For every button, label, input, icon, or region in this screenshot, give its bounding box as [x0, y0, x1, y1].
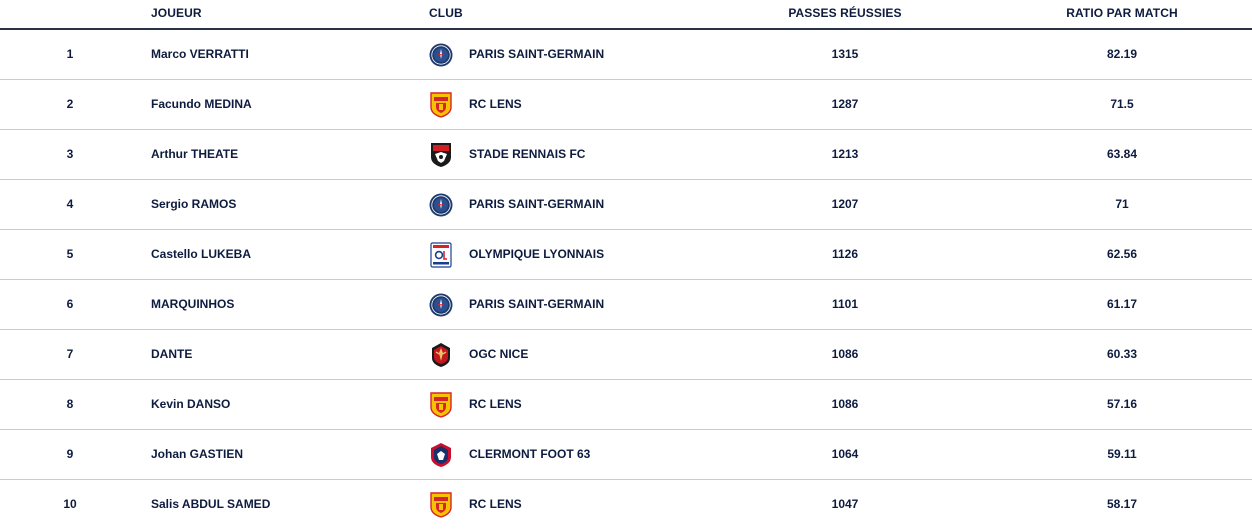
table-row[interactable]: 1 Marco VERRATTI PARIS SAINT-GERMAIN 131…: [0, 30, 1252, 80]
psg-crest-icon: [428, 280, 454, 329]
table-row[interactable]: 7 DANTE OGC NICE 1086 60.33: [0, 330, 1252, 380]
ogc-nice-crest-icon: [428, 330, 454, 379]
table-row[interactable]: 10 Salis ABDUL SAMED RC LENS 1047 58.17: [0, 480, 1252, 530]
rc-lens-crest-icon: [428, 380, 454, 429]
rank-cell: 6: [66, 297, 74, 311]
player-name-link[interactable]: Kevin DANSO: [151, 397, 231, 411]
club-name-link[interactable]: RC LENS: [469, 97, 522, 111]
rank-cell: 10: [63, 497, 77, 511]
club-name-link[interactable]: PARIS SAINT-GERMAIN: [469, 197, 605, 211]
ratio-cell: 59.11: [1107, 447, 1137, 461]
olympique-lyonnais-crest-icon: [428, 230, 454, 279]
column-header-ratio[interactable]: RATIO PAR MATCH: [1066, 6, 1178, 20]
ratio-cell: 62.56: [1106, 247, 1138, 261]
passes-cell: 1064: [831, 447, 859, 461]
table-row[interactable]: 3 Arthur THEATE STADE RENNAIS FC 1213 63…: [0, 130, 1252, 180]
clermont-foot-crest-icon: [428, 430, 454, 479]
column-header-passes[interactable]: PASSES RÉUSSIES: [788, 6, 902, 20]
passes-cell: 1101: [831, 297, 859, 311]
player-name-link[interactable]: Johan GASTIEN: [151, 447, 244, 461]
ratio-cell: 71: [1115, 197, 1129, 211]
rank-cell: 2: [66, 97, 74, 111]
table-row[interactable]: 4 Sergio RAMOS PARIS SAINT-GERMAIN 1207 …: [0, 180, 1252, 230]
column-header-club[interactable]: CLUB: [429, 6, 463, 20]
rc-lens-crest-icon: [428, 480, 454, 529]
passes-cell: 1315: [831, 47, 859, 61]
passes-cell: 1047: [831, 497, 859, 511]
ratio-cell: 82.19: [1106, 47, 1138, 61]
table-row[interactable]: 5 Castello LUKEBA OLYMPIQUE LYONNAIS 112…: [0, 230, 1252, 280]
ratio-cell: 60.33: [1106, 347, 1138, 361]
passes-cell: 1213: [831, 147, 859, 161]
ratio-cell: 61.17: [1106, 297, 1138, 311]
rank-cell: 5: [66, 247, 74, 261]
club-name-link[interactable]: OGC NICE: [469, 347, 529, 361]
table-row[interactable]: 6 MARQUINHOS PARIS SAINT-GERMAIN 1101 61…: [0, 280, 1252, 330]
table-header: JOUEUR CLUB PASSES RÉUSSIES RATIO PAR MA…: [0, 0, 1252, 30]
club-name-link[interactable]: STADE RENNAIS FC: [469, 147, 586, 161]
passes-cell: 1207: [831, 197, 859, 211]
player-name-link[interactable]: Castello LUKEBA: [151, 247, 252, 261]
psg-crest-icon: [428, 30, 454, 79]
club-name-link[interactable]: OLYMPIQUE LYONNAIS: [469, 247, 605, 261]
psg-crest-icon: [428, 180, 454, 229]
rank-cell: 9: [66, 447, 74, 461]
club-name-link[interactable]: RC LENS: [469, 497, 522, 511]
player-name-link[interactable]: Salis ABDUL SAMED: [151, 497, 271, 511]
player-name-link[interactable]: MARQUINHOS: [151, 297, 235, 311]
ratio-cell: 58.17: [1106, 497, 1138, 511]
club-name-link[interactable]: RC LENS: [469, 397, 522, 411]
player-name-link[interactable]: Sergio RAMOS: [151, 197, 237, 211]
rc-lens-crest-icon: [428, 80, 454, 129]
player-name-link[interactable]: DANTE: [151, 347, 193, 361]
club-name-link[interactable]: PARIS SAINT-GERMAIN: [469, 47, 605, 61]
table-row[interactable]: 8 Kevin DANSO RC LENS 1086 57.16: [0, 380, 1252, 430]
ratio-cell: 71.5: [1110, 97, 1134, 111]
club-name-link[interactable]: CLERMONT FOOT 63: [469, 447, 591, 461]
player-name-link[interactable]: Arthur THEATE: [151, 147, 239, 161]
ratio-cell: 63.84: [1106, 147, 1138, 161]
column-header-player[interactable]: JOUEUR: [151, 6, 202, 20]
player-name-link[interactable]: Marco VERRATTI: [151, 47, 249, 61]
stade-rennais-crest-icon: [428, 130, 454, 179]
passes-cell: 1287: [831, 97, 859, 111]
passes-cell: 1086: [831, 397, 859, 411]
club-name-link[interactable]: PARIS SAINT-GERMAIN: [469, 297, 605, 311]
rank-cell: 7: [66, 347, 74, 361]
rank-cell: 4: [66, 197, 74, 211]
rank-cell: 1: [66, 47, 74, 61]
table-row[interactable]: 2 Facundo MEDINA RC LENS 1287 71.5: [0, 80, 1252, 130]
rank-cell: 8: [66, 397, 74, 411]
rank-cell: 3: [66, 147, 74, 161]
table-row[interactable]: 9 Johan GASTIEN CLERMONT FOOT 63 1064 59…: [0, 430, 1252, 480]
ratio-cell: 57.16: [1106, 397, 1138, 411]
table-body: 1 Marco VERRATTI PARIS SAINT-GERMAIN 131…: [0, 30, 1252, 530]
player-name-link[interactable]: Facundo MEDINA: [151, 97, 252, 111]
passes-cell: 1126: [831, 247, 859, 261]
passes-cell: 1086: [831, 347, 859, 361]
